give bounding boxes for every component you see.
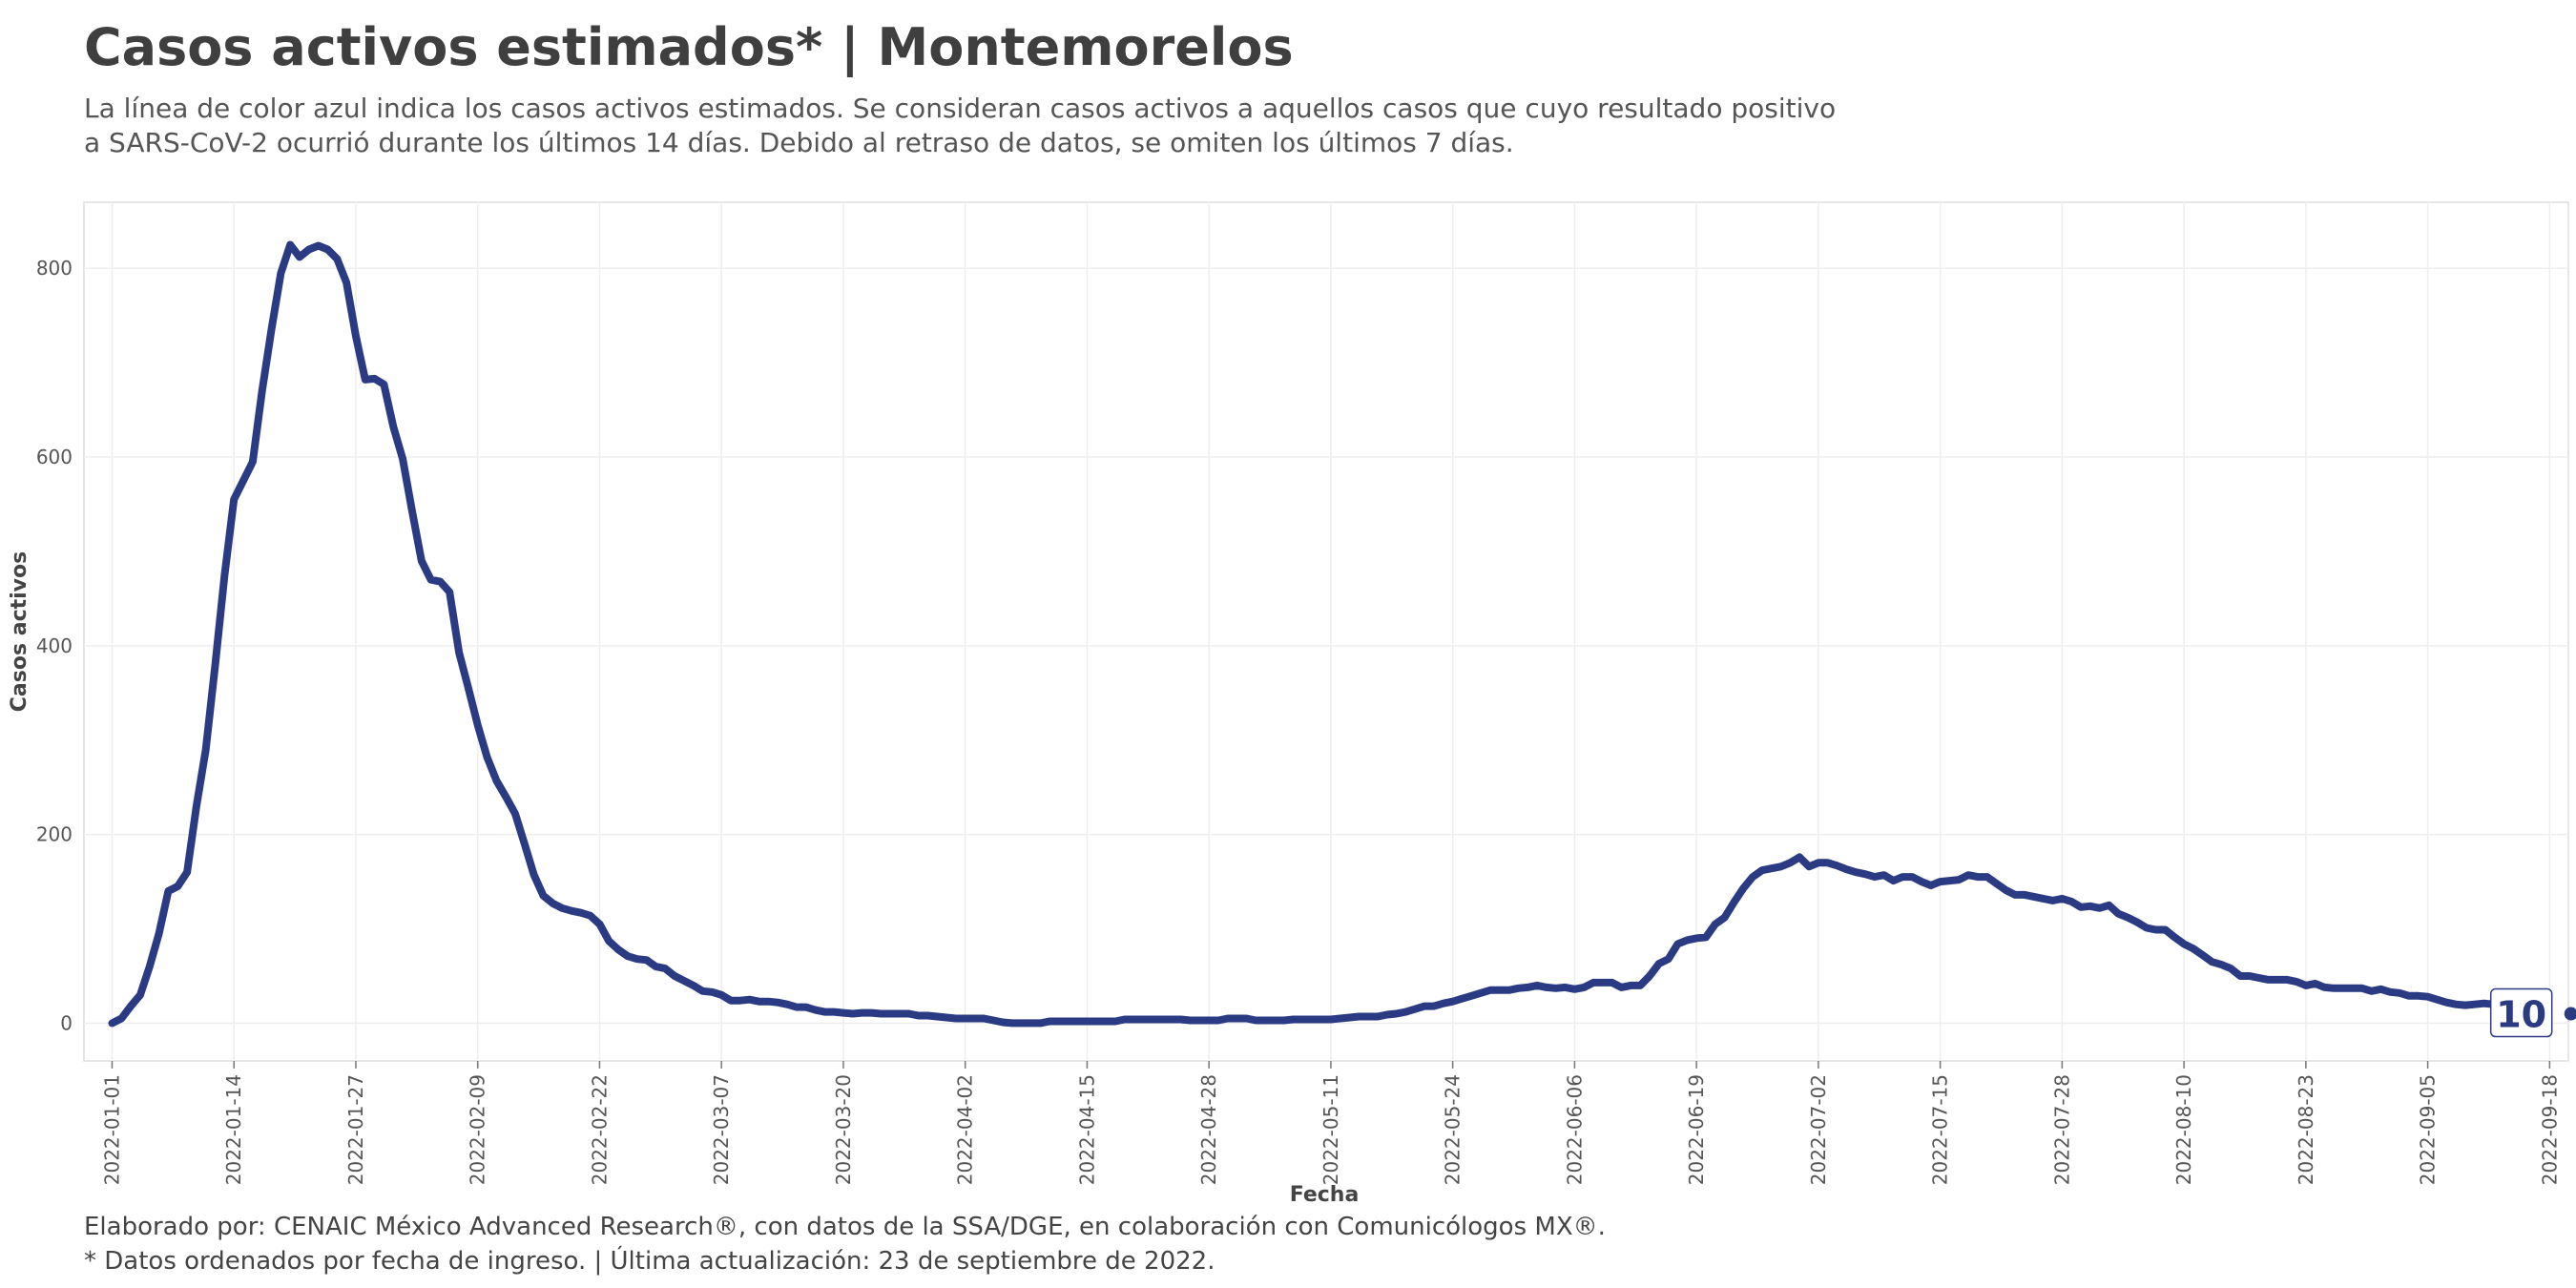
y-tick-label: 400 bbox=[36, 634, 73, 657]
y-tick-label: 600 bbox=[36, 446, 73, 468]
x-tick-label: 2022-08-23 bbox=[2295, 1074, 2317, 1185]
x-tick-label: 2022-03-20 bbox=[832, 1074, 855, 1185]
x-tick-label: 2022-02-22 bbox=[588, 1074, 611, 1185]
x-axis-ticks: 2022-01-01 2022-01-14 2022-01-27 2022-02-09… bbox=[100, 1061, 2561, 1185]
y-axis-title: Casos activos bbox=[8, 551, 31, 712]
y-tick-label: 200 bbox=[36, 823, 73, 846]
y-tick-label: 800 bbox=[36, 257, 73, 280]
x-tick-label: 2022-06-19 bbox=[1685, 1074, 1708, 1185]
plot-panel bbox=[83, 201, 2569, 1062]
series-line bbox=[108, 240, 2535, 1028]
x-tick-label: 2022-01-01 bbox=[100, 1074, 123, 1185]
x-tick-label: 2022-02-09 bbox=[467, 1074, 489, 1185]
x-tick-label: 2022-01-14 bbox=[222, 1074, 245, 1185]
x-tick-label: 2022-05-24 bbox=[1442, 1074, 1465, 1185]
x-tick-label: 2022-04-15 bbox=[1075, 1074, 1098, 1185]
x-tick-label: 2022-08-10 bbox=[2172, 1074, 2195, 1185]
x-tick-label: 2022-04-28 bbox=[1197, 1074, 1220, 1185]
x-tick-label: 2022-03-07 bbox=[710, 1074, 733, 1185]
subtitle-line-2: a SARS-CoV-2 ocurrió durante los últimos… bbox=[84, 127, 1514, 158]
caption-note: * Datos ordenados por fecha de ingreso. … bbox=[84, 1247, 1215, 1276]
y-tick-label: 0 bbox=[60, 1011, 73, 1034]
plot-panel-border bbox=[83, 201, 2569, 1062]
caption-credit: Elaborado por: CENAIC México Advanced Re… bbox=[84, 1213, 1606, 1241]
chart-caption: Elaborado por: CENAIC México Advanced Re… bbox=[84, 1210, 1606, 1278]
x-tick-label: 2022-05-11 bbox=[1319, 1074, 1342, 1185]
last-value-marker: 10 bbox=[2489, 987, 2576, 1038]
x-tick-label: 2022-09-05 bbox=[2417, 1074, 2440, 1185]
x-tick-label: 2022-09-18 bbox=[2538, 1074, 2561, 1185]
x-tick-label: 2022-04-02 bbox=[954, 1074, 977, 1185]
x-tick-label: 2022-07-28 bbox=[2050, 1074, 2073, 1185]
x-tick-label: 2022-07-02 bbox=[1807, 1074, 1830, 1185]
x-tick-label: 2022-01-27 bbox=[344, 1074, 367, 1185]
last-value-dot bbox=[2564, 1007, 2576, 1021]
chart-subtitle: La línea de color azul indica los casos … bbox=[84, 92, 1897, 160]
chart-title: Casos activos estimados* | Montemorelos bbox=[84, 17, 1294, 77]
subtitle-line-1: La línea de color azul indica los casos … bbox=[84, 93, 1837, 124]
x-tick-label: 2022-07-15 bbox=[1929, 1074, 1952, 1185]
last-value-box bbox=[2489, 987, 2553, 1038]
x-axis-title: Fecha bbox=[1290, 1183, 1360, 1207]
last-value-label: 10 bbox=[2496, 994, 2546, 1036]
series-layer bbox=[108, 240, 2535, 1028]
y-axis-ticks: 0 200 400 600 800 bbox=[36, 257, 73, 1034]
x-tick-label: 2022-06-06 bbox=[1563, 1074, 1586, 1185]
